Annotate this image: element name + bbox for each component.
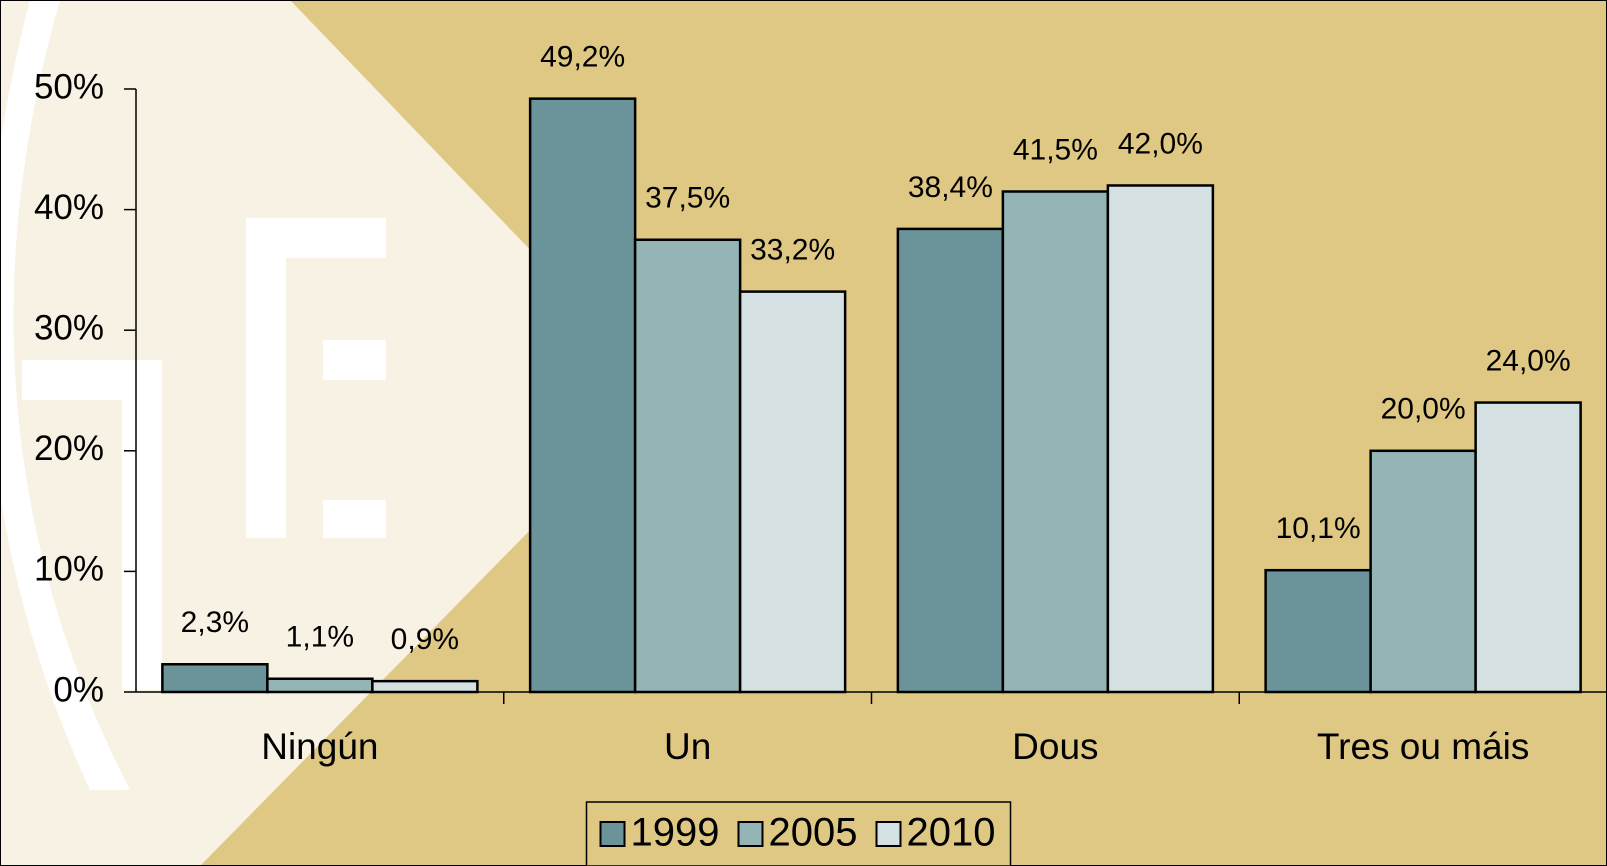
chart: 0% 10% 20% 30% 40% 50% Ningún 2,3% 1,1% 0,9% Un 49,…: [0, 0, 1607, 866]
decor: [323, 340, 386, 380]
legend-swatch: [739, 822, 763, 846]
value-label: 33,2%: [750, 234, 835, 267]
bar: [1003, 192, 1108, 692]
y-tick-label: 20%: [34, 429, 104, 468]
value-label: 2,3%: [181, 606, 249, 639]
value-label: 38,4%: [908, 171, 993, 204]
y-tick-label: 40%: [34, 188, 104, 227]
value-label: 24,0%: [1486, 344, 1571, 377]
decor: [323, 500, 386, 538]
bar: [1266, 570, 1371, 692]
value-label: 37,5%: [645, 182, 730, 215]
legend-swatch: [601, 822, 625, 846]
value-label: 10,1%: [1276, 512, 1361, 545]
x-tick-label: Un: [664, 726, 711, 767]
legend: 1999 2005 2010: [587, 802, 1011, 866]
bar: [1476, 403, 1581, 692]
bar: [740, 292, 845, 692]
x-tick-label: Dous: [1012, 726, 1098, 767]
bar: [1371, 451, 1476, 692]
y-tick-label: 30%: [34, 308, 104, 347]
value-label: 20,0%: [1381, 393, 1466, 426]
legend-label: 2010: [907, 811, 996, 855]
legend-label: 2005: [769, 811, 858, 855]
bar: [162, 664, 267, 692]
x-tick-label: Ningún: [261, 726, 378, 767]
value-label: 49,2%: [540, 41, 625, 74]
page: 0% 10% 20% 30% 40% 50% Ningún 2,3% 1,1% 0,9% Un 49,…: [0, 0, 1607, 866]
bar: [1108, 185, 1213, 692]
legend-label: 1999: [631, 811, 720, 855]
bar: [635, 240, 740, 692]
y-tick-label: 50%: [34, 67, 104, 106]
value-label: 42,0%: [1118, 127, 1203, 160]
bar: [530, 99, 635, 692]
decor: [122, 360, 162, 690]
x-tick-label: Tres ou máis: [1317, 726, 1529, 767]
legend-swatch: [877, 822, 901, 846]
bar: [372, 681, 477, 692]
y-tick-label: 10%: [34, 550, 104, 589]
value-label: 0,9%: [391, 623, 459, 656]
bar: [267, 679, 372, 692]
decor: [246, 218, 286, 538]
y-tick-label: 0%: [53, 670, 104, 709]
value-label: 1,1%: [286, 621, 354, 654]
bar: [898, 229, 1003, 692]
value-label: 41,5%: [1013, 133, 1098, 166]
